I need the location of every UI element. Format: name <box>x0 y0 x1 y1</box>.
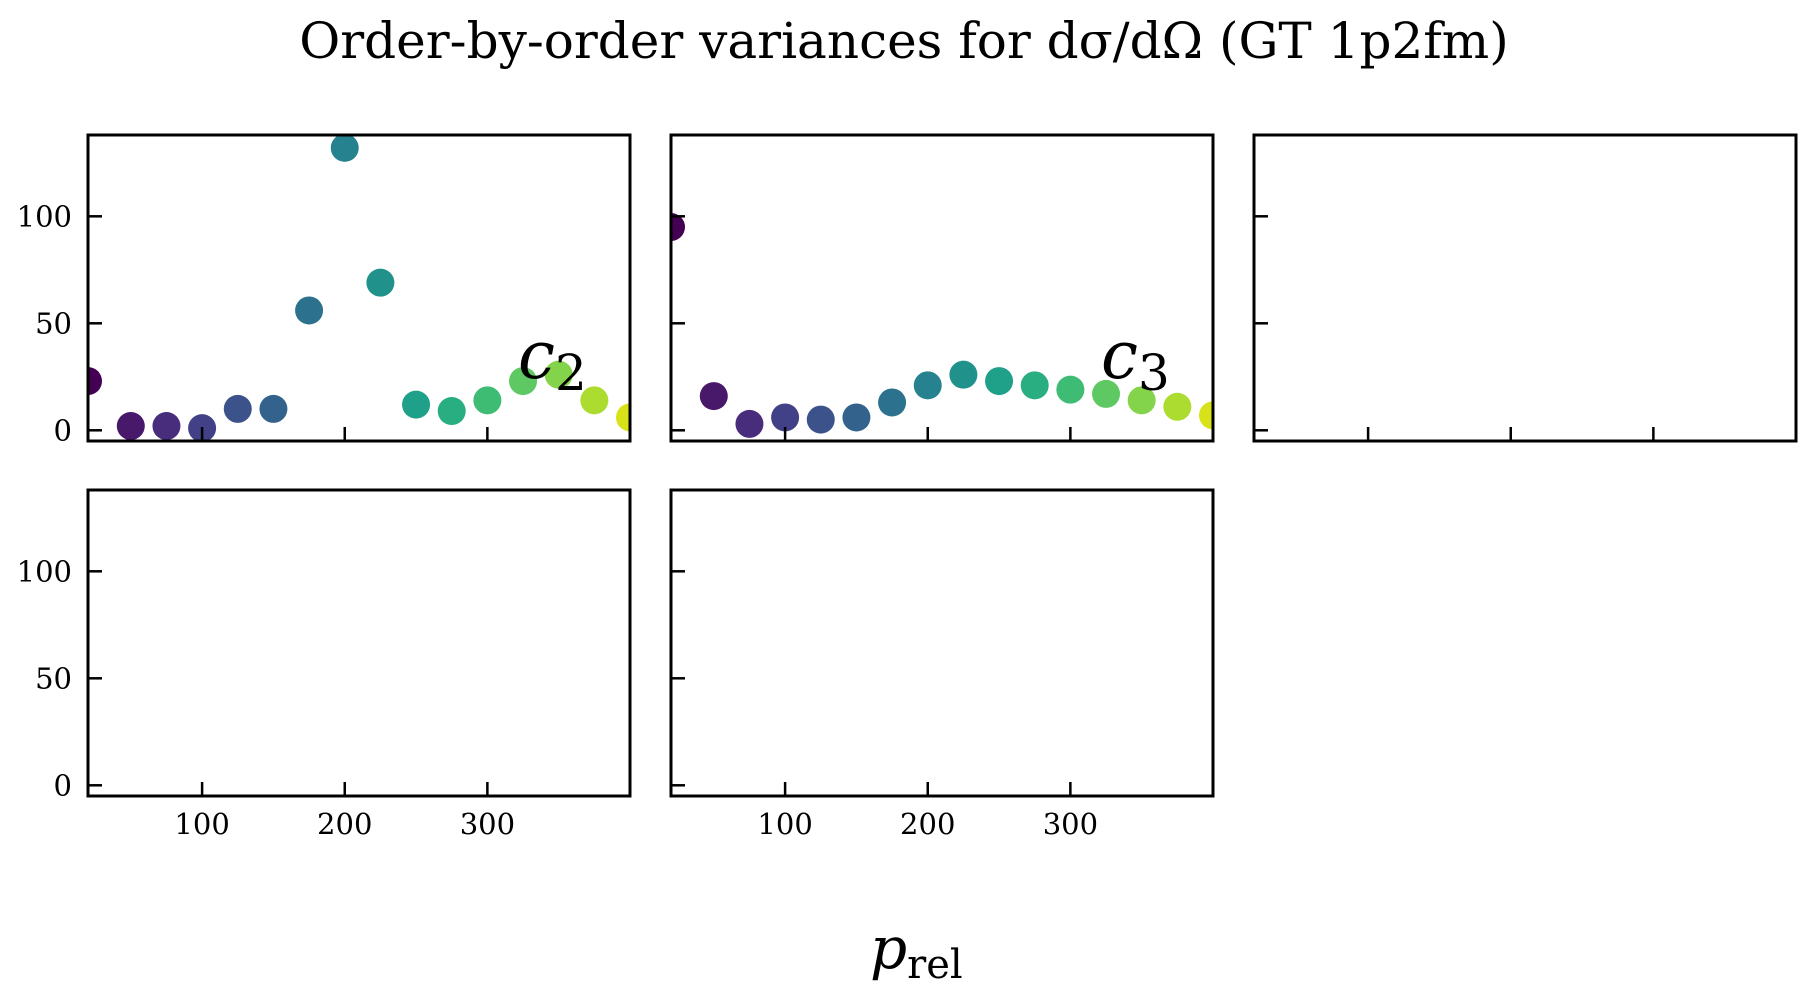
panel-annotation: c3 <box>1101 317 1170 402</box>
data-point-10 <box>985 367 1014 396</box>
data-point-3 <box>152 412 181 441</box>
data-point-6 <box>842 403 871 432</box>
data-point-8 <box>330 135 359 162</box>
data-point-7 <box>295 296 324 325</box>
axes-frame <box>1252 133 1798 443</box>
x-axis-label-sub: rel <box>907 942 963 988</box>
data-point-12 <box>473 386 502 415</box>
panel-annotation: c2 <box>518 317 587 402</box>
x-tick-label: 100 <box>174 807 229 841</box>
y-tick-label: 100 <box>17 199 72 233</box>
data-point-13 <box>1092 379 1121 408</box>
data-point-2 <box>699 382 728 411</box>
x-axis-label: prel <box>870 914 963 988</box>
axes-frame <box>669 133 1215 443</box>
data-point-14 <box>544 360 573 389</box>
data-point-4 <box>771 403 800 432</box>
data-point-11 <box>437 397 466 426</box>
data-point-14 <box>1127 386 1156 415</box>
axes-frame <box>86 488 632 798</box>
data-point-7 <box>878 388 907 417</box>
annotation-main: c <box>1101 317 1138 394</box>
data-point-9 <box>949 360 978 389</box>
data-point-16 <box>1199 401 1213 430</box>
data-point-9 <box>366 268 395 297</box>
panel-5: 100 200 300 <box>669 488 1215 841</box>
x-axis-label-main: p <box>870 914 907 982</box>
y-tick-label: 50 <box>35 306 72 340</box>
y-tick-label: 0 <box>54 768 72 802</box>
data-point-15 <box>1163 392 1192 421</box>
data-point-16 <box>616 403 630 432</box>
x-tick-label: 100 <box>757 807 812 841</box>
data-point-8 <box>913 371 942 400</box>
y-tick-label: 100 <box>17 554 72 588</box>
annotation-sub: 2 <box>555 344 587 402</box>
panel-1: 0 50 100 c2 <box>17 133 632 447</box>
panel-3 <box>1252 133 1798 443</box>
annotation-sub: 3 <box>1138 344 1170 402</box>
data-point-10 <box>402 390 431 419</box>
data-point-1 <box>671 213 685 242</box>
y-tick-label: 0 <box>54 413 72 447</box>
x-tick-label: 200 <box>317 807 372 841</box>
points-group <box>671 213 1213 438</box>
annotation-main: c <box>518 317 555 394</box>
data-point-5 <box>806 405 835 434</box>
x-tick-label: 300 <box>1043 807 1098 841</box>
data-point-13 <box>509 367 538 396</box>
panel-4: 0 50 100 100 200 300 <box>17 488 632 841</box>
data-point-11 <box>1020 371 1049 400</box>
x-tick-label: 300 <box>460 807 515 841</box>
data-point-2 <box>116 412 145 441</box>
data-point-5 <box>223 394 252 423</box>
data-point-6 <box>259 394 288 423</box>
data-point-15 <box>580 386 609 415</box>
y-tick-label: 50 <box>35 661 72 695</box>
axes-frame <box>86 133 632 443</box>
panel-2: c3 <box>669 133 1215 443</box>
axes-frame <box>669 488 1215 798</box>
x-tick-label: 200 <box>900 807 955 841</box>
data-point-3 <box>735 409 764 438</box>
figure-title: Order-by-order variances for dσ/dΩ (GT 1… <box>299 12 1508 70</box>
data-point-12 <box>1056 375 1085 404</box>
data-point-1 <box>88 367 102 396</box>
